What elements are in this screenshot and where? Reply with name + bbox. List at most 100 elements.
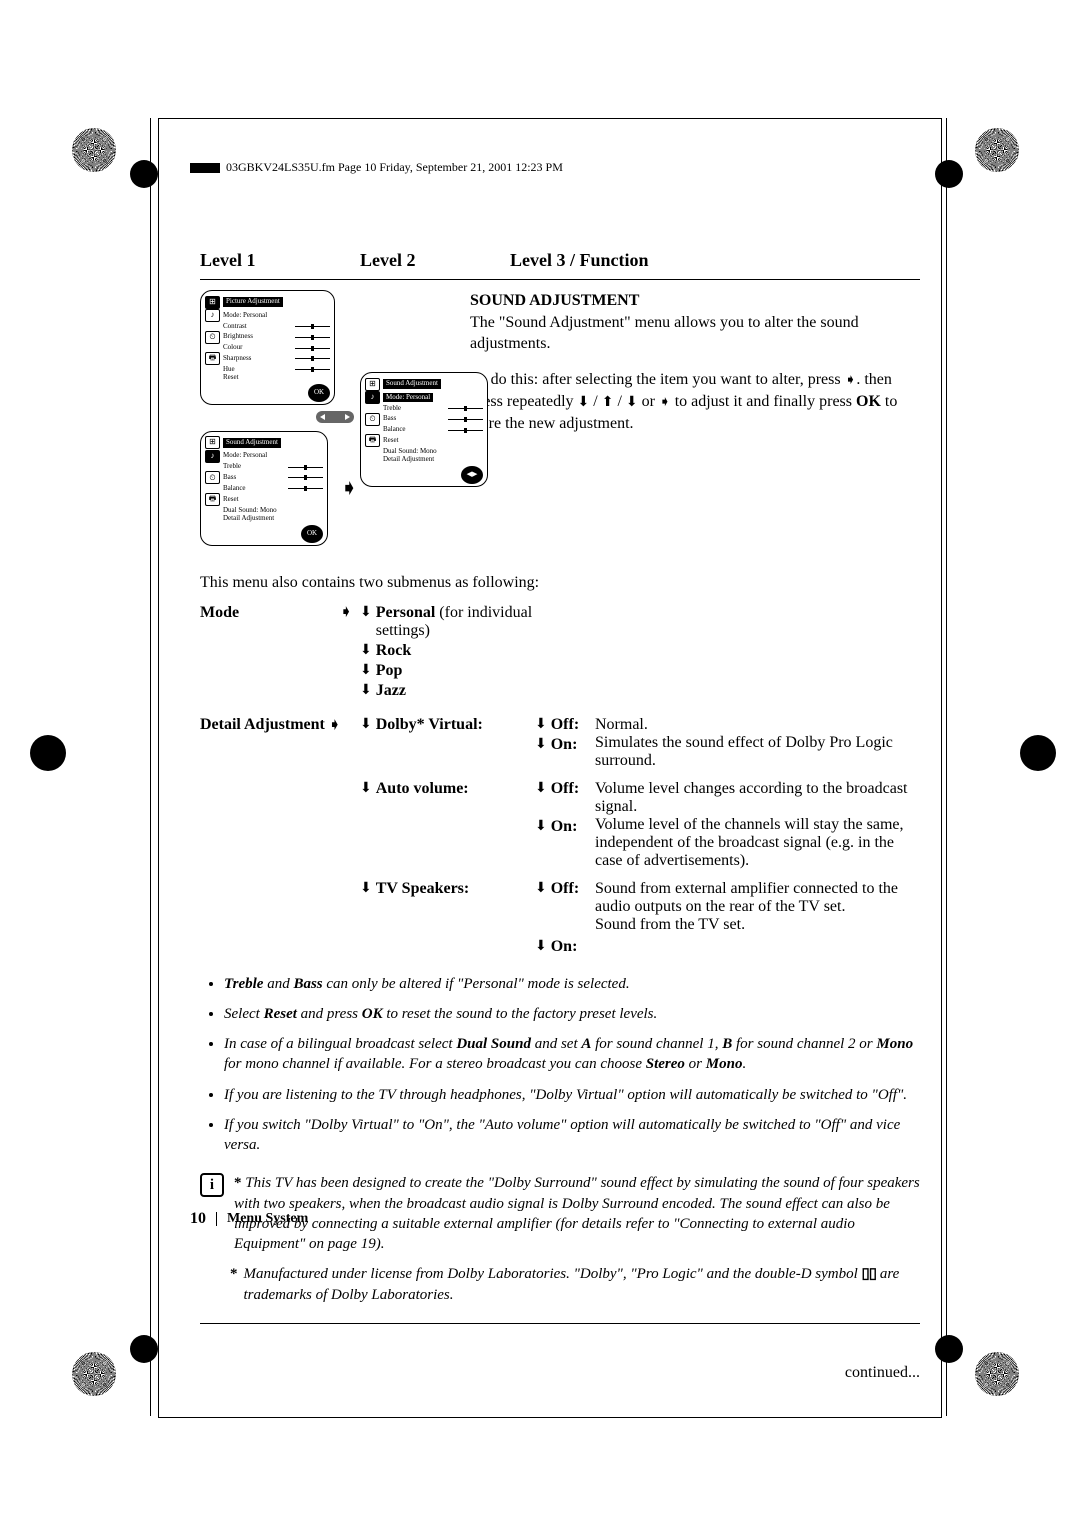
nav-disc-icon: ◀▶ (461, 466, 483, 484)
sound-adjustment-screen-2: ⊞ Sound Adjustment ♪ Mode: Personal Treb… (360, 372, 488, 487)
level-3-label: Level 3 / Function (510, 250, 920, 271)
page-footer: 10 Menu System (190, 1210, 308, 1228)
level-2-label: Level 2 (360, 250, 510, 271)
item: Brightness (223, 333, 253, 341)
divider (200, 1323, 920, 1324)
item: Bass (383, 415, 396, 423)
reg-mark (72, 1352, 122, 1402)
arrow-down-icon: ⬇ (626, 395, 638, 410)
level-1-label: Level 1 (200, 250, 360, 271)
arrow-down-icon: ⬇ (360, 642, 372, 659)
item: Mode: Personal (223, 452, 267, 460)
mode-rock: Rock (376, 642, 412, 660)
tv-icon: ⊞ (365, 378, 380, 391)
screen-title: Picture Adjustment (223, 297, 283, 307)
arrow-down-icon: ⬇ (360, 780, 372, 797)
reg-mark (72, 128, 122, 178)
clock-icon: ⏲ (365, 413, 380, 426)
reg-mark (1020, 735, 1070, 785)
item: Mode: Personal (383, 393, 433, 403)
item: Colour (223, 344, 242, 352)
ok-pad-icon: OK (301, 525, 323, 543)
item: Mode: Personal (223, 312, 267, 320)
screen-title: Sound Adjustment (383, 379, 441, 389)
arrow-down-icon: ⬇ (360, 716, 372, 733)
arrow-down-icon: ⬇ (578, 395, 590, 410)
auto-off-text: Volume level changes according to the br… (595, 780, 920, 816)
item: Detail Adjustment (223, 515, 274, 523)
arrow-down-icon: ⬇ (360, 662, 372, 679)
dolby-off-text: Normal. (595, 716, 920, 734)
arrow-down-icon: ⬇ (535, 880, 547, 897)
case-icon: 🖶 (365, 434, 380, 447)
item: Treble (383, 405, 401, 413)
on-label: On: (551, 938, 578, 956)
reg-mark (935, 1335, 985, 1385)
item: Reset (383, 437, 399, 445)
sound-adjustment-title: SOUND ADJUSTMENT (470, 290, 920, 312)
off-label: Off: (551, 780, 579, 798)
auto-on-text: Volume level of the channels will stay t… (595, 816, 920, 870)
note-icon: ♪ (205, 309, 220, 322)
notes-list: Treble and Bass can only be altered if "… (200, 974, 920, 1156)
case-icon: 🖶 (205, 352, 220, 365)
item: Balance (223, 485, 246, 493)
mode-personal: Personal (376, 604, 436, 621)
fm-header: 03GBKV24LS35U.fm Page 10 Friday, Septemb… (190, 160, 563, 175)
item: Detail Adjustment (383, 456, 434, 464)
detail-label: Detail Adjustment (200, 716, 325, 733)
arrow-down-icon: ⬇ (360, 880, 372, 897)
mode-jazz: Jazz (376, 682, 406, 700)
note-item: If you are listening to the TV through h… (224, 1085, 920, 1105)
section-name: Menu System (227, 1211, 308, 1227)
case-icon: 🖶 (205, 493, 220, 506)
mode-pop: Pop (376, 662, 403, 680)
mode-label: Mode (200, 604, 239, 621)
crop-frame (150, 118, 151, 1416)
on-label: On: (551, 736, 578, 754)
on-label: On: (551, 818, 578, 836)
item: Reset (223, 374, 239, 382)
nav-pad-icon (316, 411, 354, 423)
note-item: If you switch "Dolby Virtual" to "On", t… (224, 1115, 920, 1156)
clock-icon: ⏲ (205, 331, 220, 344)
reg-mark (935, 160, 985, 210)
fm-header-text: 03GBKV24LS35U.fm Page 10 Friday, Septemb… (226, 160, 563, 175)
off-label: Off: (551, 716, 579, 734)
arrow-right-icon: ➧ (340, 604, 352, 621)
arrow-down-icon: ⬇ (535, 938, 547, 955)
sound-intro-2: To do this: after selecting the item you… (470, 369, 920, 434)
arrow-down-icon: ⬇ (535, 716, 547, 733)
speakers-label: TV Speakers: (376, 880, 470, 898)
arrow-down-icon: ⬇ (535, 736, 547, 753)
note-item: In case of a bilingual broadcast select … (224, 1034, 920, 1075)
crop-frame (946, 118, 947, 1416)
arrow-down-icon: ⬇ (535, 818, 547, 835)
arrow-down-icon: ⬇ (360, 604, 372, 621)
item: Contrast (223, 323, 247, 331)
note-icon: ♪ (365, 391, 380, 404)
page-number: 10 (190, 1210, 206, 1228)
arrow-right-icon: ➧ (845, 373, 857, 388)
arrow-up-icon: ⬆ (602, 395, 614, 410)
item: Sharpness (223, 355, 251, 363)
sound-intro-1: The "Sound Adjustment" menu allows you t… (470, 312, 920, 355)
info-icon: i (200, 1173, 224, 1197)
screen-title: Sound Adjustment (223, 438, 281, 448)
arrow-right-icon: ➧ (659, 395, 671, 410)
dolby-on-text: Simulates the sound effect of Dolby Pro … (595, 734, 920, 770)
arrow-down-icon: ⬇ (360, 682, 372, 699)
reg-mark (30, 735, 80, 785)
speakers-on-text: Sound from the TV set. (595, 916, 920, 934)
arrow-down-icon: ⬇ (535, 780, 547, 797)
item: Bass (223, 474, 236, 482)
dolby-label: Dolby* Virtual: (376, 716, 483, 734)
item: Treble (223, 463, 241, 471)
note-icon: ♪ (205, 450, 220, 463)
note-item: Treble and Bass can only be altered if "… (224, 974, 920, 994)
trademark-note: * Manufactured under license from Dolby … (200, 1264, 920, 1305)
ok-pad-icon: OK (308, 384, 330, 402)
tv-icon: ⊞ (205, 436, 220, 449)
info-text: * This TV has been designed to create th… (234, 1173, 920, 1254)
off-label: Off: (551, 880, 579, 898)
